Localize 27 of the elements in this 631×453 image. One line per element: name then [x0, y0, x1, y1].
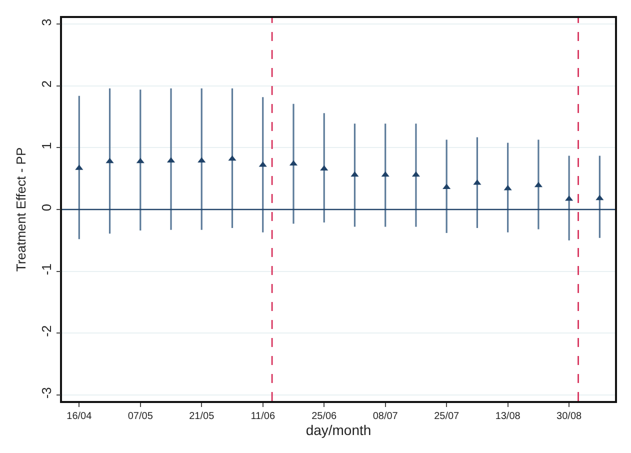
point — [228, 155, 236, 161]
x-tick-label: 07/05 — [128, 411, 154, 422]
y-tick-label: 1 — [39, 142, 54, 150]
x-tick-label: 16/04 — [66, 411, 92, 422]
point — [136, 158, 144, 164]
y-axis-title: Treatment Effect - PP — [14, 147, 28, 272]
point — [534, 182, 542, 188]
point — [473, 179, 482, 185]
x-tick-label: 30/08 — [556, 411, 582, 422]
x-tick-label: 25/06 — [312, 411, 338, 422]
x-axis-title: day/month — [306, 422, 372, 438]
y-tick-label: 0 — [39, 204, 54, 212]
y-tick-label: -3 — [39, 387, 54, 399]
x-tick-label: 25/07 — [434, 411, 460, 422]
y-tick-label: 3 — [39, 18, 54, 26]
point — [442, 184, 451, 190]
y-tick-label: -1 — [39, 264, 54, 276]
point — [106, 158, 114, 164]
point — [350, 171, 359, 177]
y-tick-label: -2 — [39, 325, 54, 337]
x-tick-label: 21/05 — [189, 411, 215, 422]
x-tick-label: 08/07 — [372, 411, 398, 422]
y-tick-label: 2 — [39, 80, 54, 88]
point — [596, 194, 604, 200]
x-tick-label: 13/08 — [495, 411, 521, 422]
point — [381, 171, 390, 177]
x-tick-label: 11/06 — [250, 411, 276, 422]
